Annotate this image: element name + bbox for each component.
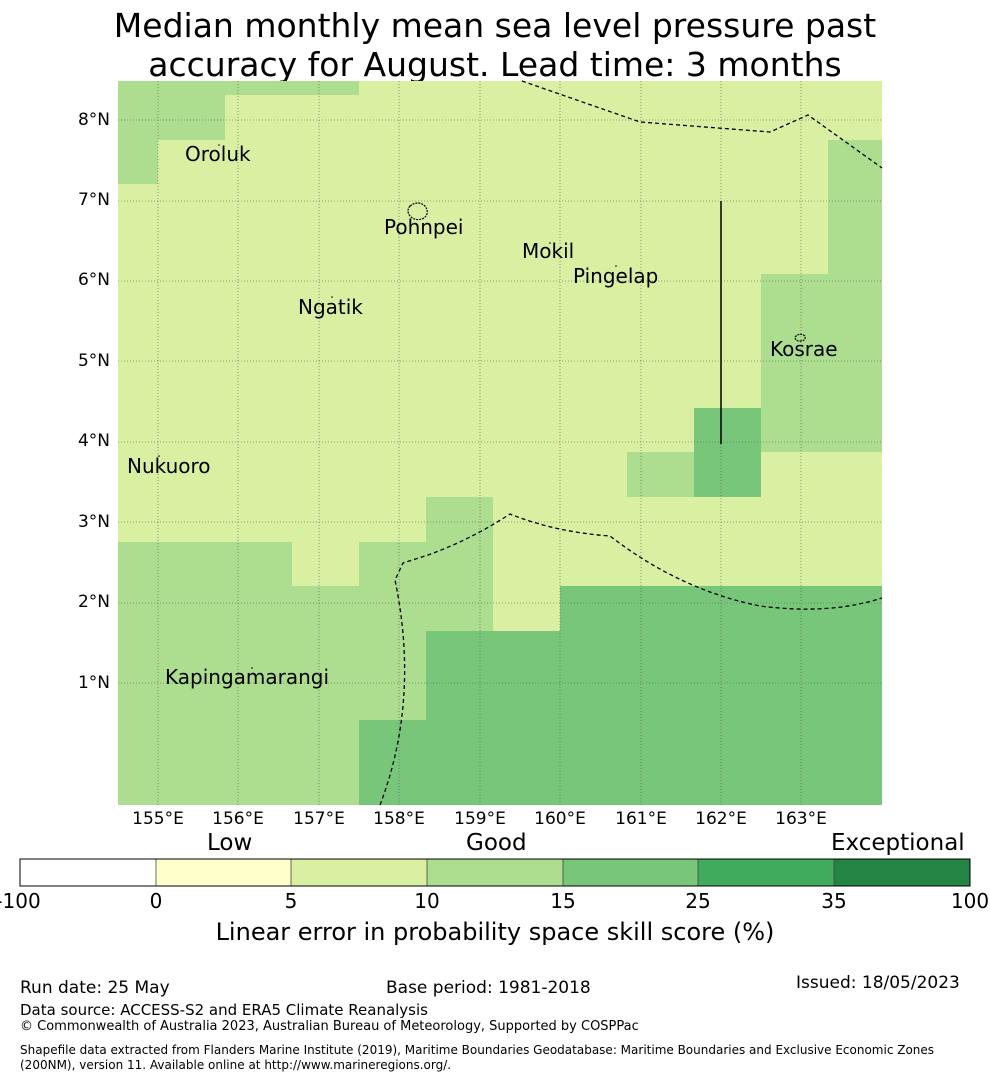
category-label-exceptional: Exceptional: [831, 830, 965, 856]
place-label-pingelap: Pingelap: [573, 264, 659, 288]
pohnpei-island-icon: [407, 202, 428, 221]
colorbar-segment-5: [563, 859, 698, 886]
base-period: Base period: 1981-2018: [386, 978, 591, 998]
lat-label-5n: 5°N: [77, 351, 110, 371]
lon-label-155e: 155°E: [132, 809, 184, 829]
colorbar-segment-4: [427, 859, 563, 886]
lon-label-159e: 159°E: [454, 809, 506, 829]
lat-label-4n: 4°N: [77, 431, 110, 451]
shapefile-credit-line1: Shapefile data extracted from Flanders M…: [20, 1043, 935, 1057]
oroluk-dot: [218, 144, 220, 146]
colorbar-tick-label: 35: [821, 889, 847, 913]
kapinga-dot: [251, 667, 253, 669]
good-cell: [426, 543, 493, 631]
issued-date: Issued: 18/05/2023: [796, 973, 960, 993]
lon-label-157e: 157°E: [293, 809, 345, 829]
place-label-kapingamarangi: Kapingamarangi: [165, 665, 330, 689]
copyright: © Commonwealth of Australia 2023, Austra…: [20, 1019, 639, 1034]
map-title-line1: Median monthly mean sea level pressure p…: [113, 6, 877, 45]
very-good-cell: [359, 720, 426, 805]
category-label-low: Low: [207, 830, 253, 856]
very-good-cell: [426, 631, 560, 805]
good-cell: [292, 586, 359, 805]
lat-label-3n: 3°N: [77, 512, 110, 532]
nukuoro-dot: [158, 455, 160, 457]
colorbar-tick-label: 100: [950, 889, 990, 913]
colorbar-segment-1: [20, 859, 156, 886]
atoll-dots: [158, 144, 617, 669]
map-cells: [118, 81, 882, 805]
good-cell: [225, 81, 359, 95]
map-title-line2: accuracy for August. Lead time: 3 months: [148, 45, 842, 84]
place-label-pohnpei: Pohnpei: [384, 215, 464, 239]
place-label-kosrae: Kosrae: [770, 337, 838, 361]
good-cell: [118, 81, 225, 140]
colorbar-segment-2: [156, 859, 291, 886]
colorbar-tick-label: 0: [149, 889, 163, 913]
colorbar-segment-6: [698, 859, 834, 886]
lon-label-158e: 158°E: [373, 809, 425, 829]
lon-label-162e: 162°E: [695, 809, 747, 829]
lat-label-8n: 8°N: [77, 110, 110, 130]
good-cell: [761, 274, 882, 452]
eez-boundaries: [379, 80, 883, 806]
colorbar-segment-3: [291, 859, 427, 886]
lat-label-7n: 7°N: [77, 190, 110, 210]
colorbar-title: Linear error in probability space skill …: [215, 918, 775, 946]
place-label-mokil: Mokil: [522, 239, 575, 263]
eez-boundary-north: [521, 80, 883, 169]
lon-label-156e: 156°E: [212, 809, 264, 829]
lat-label-6n: 6°N: [77, 270, 110, 290]
island-outlines: [407, 202, 806, 342]
ngatik-dot: [331, 296, 333, 298]
place-label-nukuoro: Nukuoro: [127, 454, 211, 478]
good-cell: [118, 542, 292, 805]
colorbar-tick-label: 25: [685, 889, 711, 913]
good-cell: [627, 452, 694, 497]
good-cell: [426, 497, 493, 543]
colorbar-segment-7: [834, 859, 970, 886]
colorbar-tick-label: 10: [414, 889, 440, 913]
category-label-good: Good: [466, 830, 527, 856]
mokil-dot: [549, 242, 551, 244]
run-date: Run date: 25 May: [20, 978, 170, 998]
lat-label-1n: 1°N: [77, 673, 110, 693]
colorbar: [19, 858, 971, 887]
lat-label-2n: 2°N: [77, 592, 110, 612]
lon-label-161e: 161°E: [615, 809, 667, 829]
good-cell: [359, 542, 426, 720]
place-label-ngatik: Ngatik: [298, 295, 363, 319]
place-label-oroluk: Oroluk: [185, 142, 251, 166]
shapefile-credit-line2: (200NM), version 11. Available online at…: [20, 1058, 452, 1072]
data-source: Data source: ACCESS-S2 and ERA5 Climate …: [20, 1001, 428, 1019]
good-cell: [828, 140, 882, 274]
graticule: [118, 81, 882, 805]
kosrae-island-icon: [794, 333, 806, 342]
colorbar-tick-label: 5: [284, 889, 298, 913]
colorbar-tick-label: 15: [550, 889, 576, 913]
lon-label-160e: 160°E: [534, 809, 586, 829]
lon-label-163e: 163°E: [775, 809, 827, 829]
good-cell: [118, 140, 158, 184]
colorbar-frame: [19, 858, 971, 887]
very-good-cell: [694, 408, 761, 497]
eez-boundary-south: [379, 513, 883, 806]
colorbar-tick-label: -100: [0, 889, 41, 913]
pingelap-dot: [615, 265, 617, 267]
